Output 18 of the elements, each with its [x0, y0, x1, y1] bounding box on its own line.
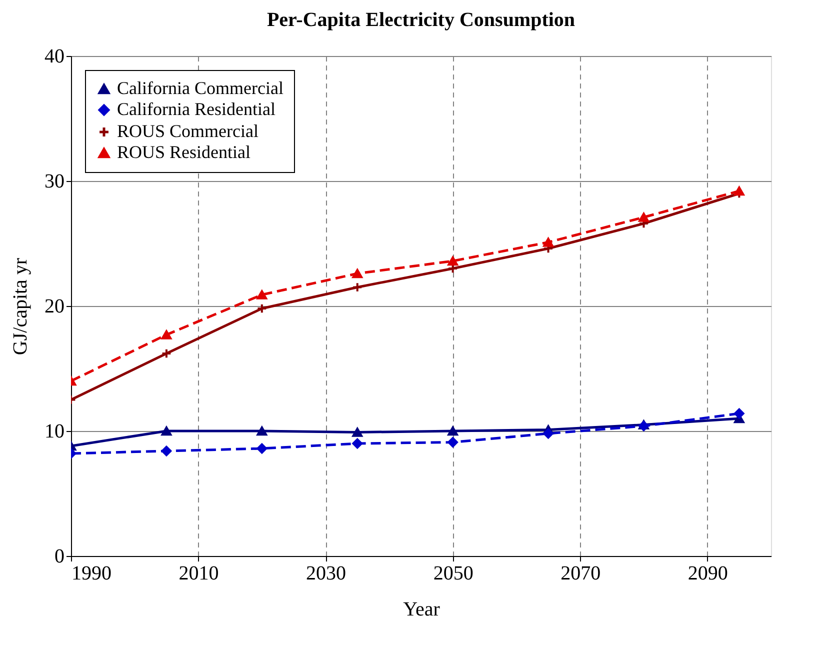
- legend-label: ROUS Commercial: [117, 121, 258, 141]
- chart-title: Per-Capita Electricity Consumption: [266, 9, 576, 31]
- x-tick-label: 2090: [688, 562, 728, 584]
- x-axis-title: Year: [403, 598, 440, 620]
- y-tick-label: 0: [54, 546, 64, 568]
- x-tick-label: 2010: [178, 562, 219, 584]
- y-tick-label: 40: [44, 46, 64, 68]
- x-tick-label: 1990: [72, 562, 112, 584]
- legend-label: California Residential: [117, 99, 276, 119]
- x-tick-label: 2070: [560, 562, 601, 584]
- legend-label: ROUS Residential: [117, 142, 250, 162]
- y-tick-label: 10: [44, 420, 64, 442]
- y-axis-title: GJ/capita yr: [10, 258, 32, 356]
- y-tick-label: 30: [44, 170, 64, 192]
- y-tick-label: 20: [44, 296, 64, 318]
- x-tick-label: 2030: [306, 562, 346, 584]
- legend-label: California Commercial: [117, 78, 284, 98]
- x-tick-label: 2050: [433, 562, 474, 584]
